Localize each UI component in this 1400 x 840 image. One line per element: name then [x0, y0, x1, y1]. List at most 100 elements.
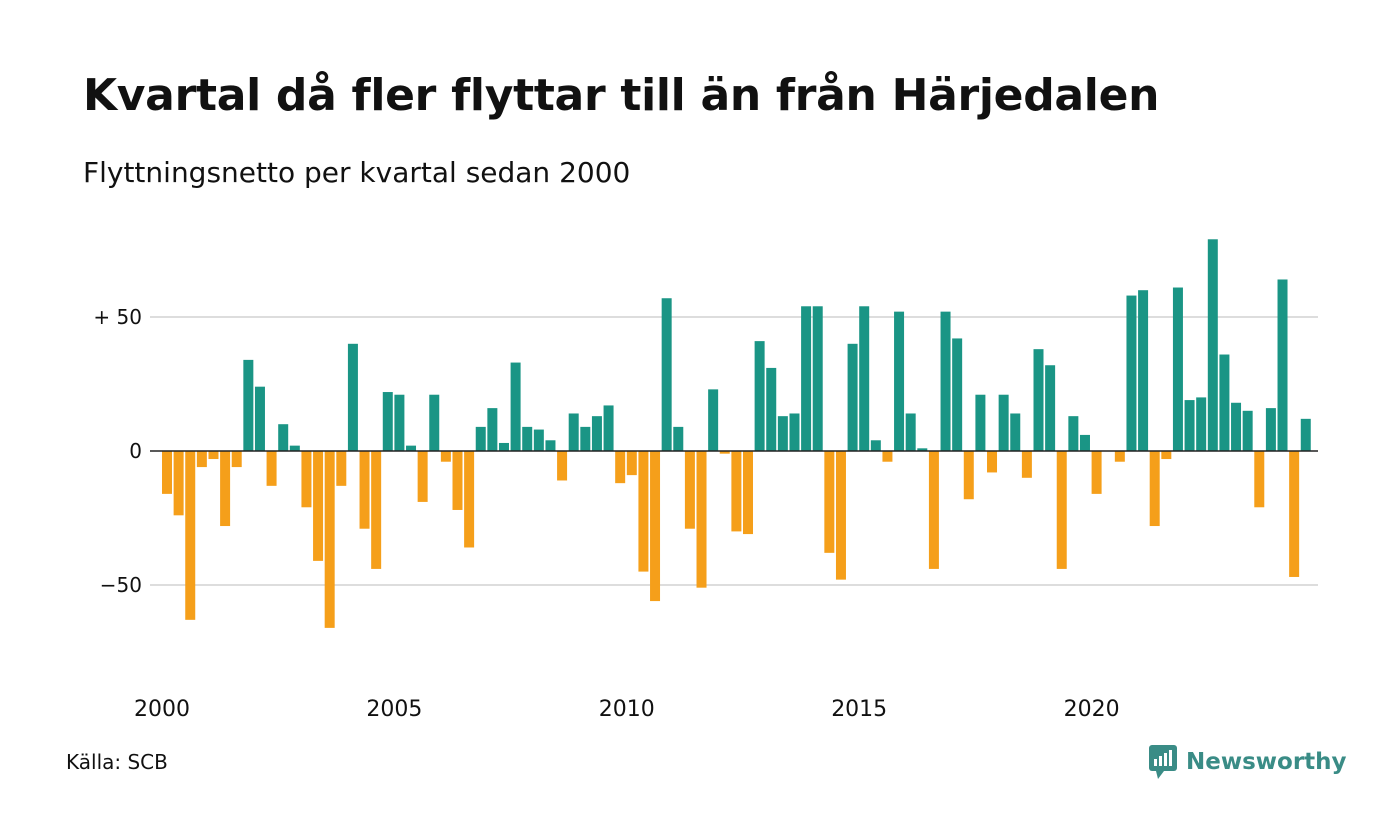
y-tick-label: + 50 — [93, 305, 142, 329]
bar — [882, 451, 893, 462]
bar — [1219, 354, 1230, 451]
x-tick-labels: 2000 2005 2010 2015 2020 — [134, 697, 1120, 722]
bar — [1231, 402, 1242, 451]
bar — [1068, 416, 1079, 451]
bar — [684, 451, 695, 529]
bar — [940, 311, 951, 451]
bar — [591, 416, 602, 451]
grid-lines — [150, 316, 1318, 586]
bar — [313, 451, 324, 561]
bar — [1033, 349, 1044, 451]
bar — [417, 451, 428, 502]
bar — [696, 451, 707, 588]
bar — [1010, 413, 1021, 451]
bar — [498, 442, 509, 451]
bar — [545, 440, 556, 451]
bar — [1184, 400, 1195, 451]
bar — [824, 451, 835, 553]
bar — [1161, 451, 1172, 460]
bar — [1254, 451, 1265, 508]
bar — [963, 451, 974, 500]
bar — [475, 426, 486, 451]
bar — [603, 405, 614, 451]
bar — [1114, 451, 1125, 462]
bar — [464, 451, 475, 548]
bar — [452, 451, 463, 510]
bar — [870, 440, 881, 451]
bar — [1149, 451, 1160, 527]
bar — [719, 451, 730, 454]
bar — [1021, 451, 1032, 478]
bar — [847, 343, 858, 451]
brand-logo: Newsworthy — [1148, 744, 1347, 780]
bar — [917, 448, 928, 451]
bar — [928, 451, 939, 569]
bar — [162, 451, 172, 494]
bar — [1277, 279, 1288, 451]
bar — [220, 451, 231, 527]
bar — [905, 413, 916, 451]
bar — [952, 338, 963, 451]
bar — [382, 392, 393, 451]
bar — [568, 413, 579, 451]
bar — [661, 298, 672, 451]
bar — [894, 311, 905, 451]
bar — [975, 394, 986, 451]
bar — [1138, 290, 1149, 451]
bar — [766, 367, 777, 451]
bar — [557, 451, 568, 481]
bar — [371, 451, 382, 569]
newsworthy-logo-icon — [1149, 745, 1177, 779]
bar — [754, 341, 765, 451]
brand-name: Newsworthy — [1186, 749, 1347, 775]
bar — [673, 426, 684, 451]
bar — [615, 451, 626, 484]
bar — [801, 306, 812, 451]
bar — [743, 451, 753, 535]
bar — [347, 343, 358, 451]
bar — [638, 451, 649, 572]
chart-title: Kvartal då fler flyttar till än från Här… — [83, 70, 1160, 121]
x-tick-label: 2000 — [134, 697, 190, 722]
bar — [580, 426, 591, 451]
bar — [1289, 451, 1300, 577]
bar — [1300, 418, 1311, 451]
source-note: Källa: SCB — [66, 750, 168, 774]
bar — [812, 306, 823, 451]
bar — [208, 451, 219, 460]
bar — [777, 416, 788, 451]
bar — [406, 445, 417, 451]
bar — [998, 394, 1009, 451]
x-tick-label: 2020 — [1064, 697, 1120, 722]
bar — [522, 426, 533, 451]
bar — [394, 394, 405, 451]
bar — [1091, 451, 1102, 494]
bar — [789, 413, 800, 451]
bar — [254, 386, 265, 451]
bar — [266, 451, 277, 486]
y-tick-label: −50 — [100, 573, 142, 597]
x-tick-label: 2010 — [599, 697, 655, 722]
bar — [510, 362, 521, 451]
bar — [626, 451, 637, 476]
bar — [1265, 408, 1276, 451]
x-tick-label: 2005 — [366, 697, 422, 722]
bar — [278, 424, 289, 451]
bar — [324, 451, 335, 628]
bar — [440, 451, 451, 462]
bar — [429, 394, 440, 451]
chart-subtitle: Flyttningsnetto per kvartal sedan 2000 — [83, 156, 631, 189]
bar — [650, 451, 661, 602]
bar — [487, 408, 498, 451]
bar — [173, 451, 184, 516]
bar — [835, 451, 846, 580]
bar — [1172, 287, 1183, 451]
bar — [987, 451, 998, 473]
bar — [336, 451, 347, 486]
bar — [1126, 295, 1137, 451]
bar — [1056, 451, 1067, 569]
bars — [162, 239, 1311, 628]
bar — [1079, 434, 1090, 451]
bar — [731, 451, 742, 532]
